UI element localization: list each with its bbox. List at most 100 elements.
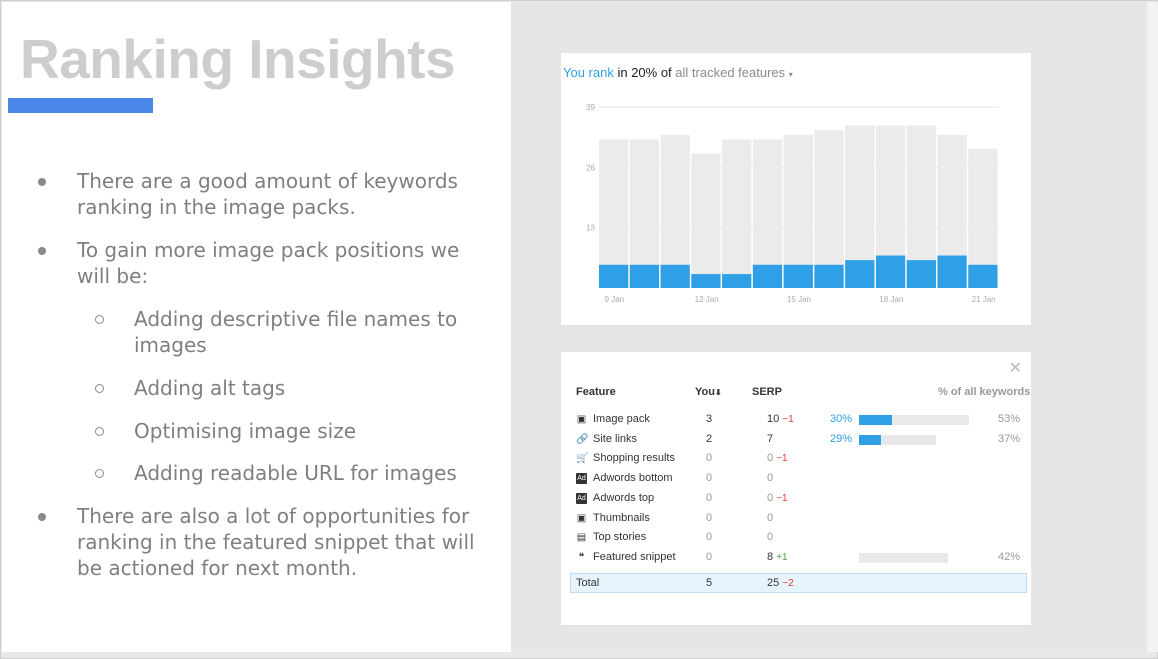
rank-bar[interactable] xyxy=(875,255,906,288)
total-you: 5 xyxy=(706,577,713,589)
rank-bar[interactable] xyxy=(629,264,660,288)
bullet-line: Optimising image size xyxy=(134,419,357,443)
rank-bar[interactable] xyxy=(845,260,875,288)
total-bar[interactable] xyxy=(783,134,813,288)
feature-name[interactable]: Adwords bottom xyxy=(593,472,673,485)
total-bar[interactable] xyxy=(722,139,752,288)
sub-bullet-text: Adding alt tags xyxy=(134,375,285,401)
column-header-you[interactable]: You⬇ xyxy=(695,386,722,398)
serp-count: 8 xyxy=(767,550,774,563)
bullet-dot xyxy=(38,513,46,521)
you-value: 3 xyxy=(706,413,713,425)
rank-bar[interactable] xyxy=(937,255,967,288)
total-bar[interactable] xyxy=(752,139,783,288)
keyword-share-fill xyxy=(859,415,892,425)
quote-icon: ❝ xyxy=(578,551,585,563)
x-tick-label: 21 Jan xyxy=(972,295,996,304)
bullet-line: ranking in the featured snippet that wil… xyxy=(77,530,475,554)
feature-name[interactable]: Image pack xyxy=(593,413,650,425)
bullet-dot xyxy=(38,178,46,186)
serp-delta: −1 xyxy=(776,453,788,465)
bullet-line: To gain more image pack positions we xyxy=(77,238,460,262)
serp-delta: −1 xyxy=(782,414,794,425)
serp-value: 0 xyxy=(767,531,773,543)
serp-count: 10 xyxy=(767,413,780,425)
you-value: 0 xyxy=(706,452,713,465)
serp-value: 0 xyxy=(767,512,773,524)
feature-name[interactable]: Thumbnails xyxy=(593,511,650,524)
chevron-down-icon[interactable]: ▾ xyxy=(788,70,793,79)
bullet-line: There are also a lot of opportunities fo… xyxy=(77,504,470,528)
column-header-feature[interactable]: Feature xyxy=(576,386,616,398)
bullet-text: There are a good amount of keywords ranki… xyxy=(77,168,458,220)
column-header-percent-keywords[interactable]: % of all keywords xyxy=(938,386,1031,398)
serp-value: 10 −1 xyxy=(767,413,794,425)
total-serp-value: 25 xyxy=(767,577,780,589)
rank-bar[interactable] xyxy=(968,264,998,288)
slide-edge xyxy=(1147,2,1158,652)
bar-chart: 13 26 39 9 Jan 12 Jan 15 Jan 18 Jan 21 Jan xyxy=(586,103,999,304)
total-bar[interactable] xyxy=(629,139,660,288)
sub-bullet-text: Optimising image size xyxy=(134,418,356,444)
rank-bar[interactable] xyxy=(814,264,844,288)
keyword-share-fill xyxy=(859,434,881,445)
rank-bar[interactable] xyxy=(660,264,690,288)
feature-name[interactable]: Shopping results xyxy=(593,452,675,465)
y-tick-label: 26 xyxy=(586,163,595,172)
total-serp-delta: −2 xyxy=(782,578,794,589)
total-bar[interactable] xyxy=(968,148,998,288)
bullet-text: To gain more image pack positions we will… xyxy=(77,237,459,289)
rank-bar[interactable] xyxy=(722,274,752,288)
rank-bar[interactable] xyxy=(783,264,813,288)
serp-features-table: ✕ Feature You⬇ SERP % of all keywords To… xyxy=(561,352,1031,625)
you-value: 0 xyxy=(706,472,713,485)
feature-scope-dropdown[interactable]: all tracked features xyxy=(675,65,786,80)
total-bar[interactable] xyxy=(814,130,844,288)
bullet-text: There are also a lot of opportunities fo… xyxy=(77,503,475,581)
sub-bullet-ring xyxy=(95,427,104,436)
feature-name[interactable]: Adwords top xyxy=(593,491,655,504)
chart-card-shadow xyxy=(561,325,1031,327)
close-icon[interactable]: ✕ xyxy=(1008,360,1022,377)
bullet-line: be actioned for next month. xyxy=(77,556,358,580)
bullet-line: Adding readable URL for images xyxy=(134,461,457,485)
feature-name[interactable]: Top stories xyxy=(593,531,647,544)
serp-delta: −1 xyxy=(776,492,788,504)
bullet-line: Adding descriptive file names to xyxy=(134,307,458,331)
percent-all-keywords: 37% xyxy=(998,432,1021,445)
rank-bar[interactable] xyxy=(691,274,721,288)
total-bar[interactable] xyxy=(599,139,629,288)
x-tick-label: 9 Jan xyxy=(605,295,625,304)
total-label: Total xyxy=(576,577,600,589)
rank-bar[interactable] xyxy=(906,260,936,288)
y-tick-label: 13 xyxy=(586,224,595,233)
column-header-serp[interactable]: SERP xyxy=(752,386,782,398)
rank-bar[interactable] xyxy=(752,264,783,288)
keyword-share-bar xyxy=(859,434,936,445)
rank-bar[interactable] xyxy=(599,264,629,288)
you-value: 2 xyxy=(706,432,713,445)
bullet-list: There are a good amount of keywords ranki… xyxy=(1,1,510,651)
serp-count: 0 xyxy=(767,452,774,465)
you-value: 0 xyxy=(706,550,713,563)
bullet-line: Adding alt tags xyxy=(134,376,286,400)
you-value: 0 xyxy=(706,531,713,544)
feature-name[interactable]: Site links xyxy=(593,432,638,445)
bullet-line: There are a good amount of keywords xyxy=(77,169,458,193)
serp-delta: +1 xyxy=(776,551,788,563)
keyword-share-bar xyxy=(859,415,969,425)
chart-header[interactable]: You rank in 20% of all tracked features … xyxy=(563,65,793,80)
image-pack-icon: ▣ xyxy=(576,414,587,425)
total-bar[interactable] xyxy=(660,134,690,288)
you-rank-label: You rank xyxy=(563,65,614,80)
percent-all-keywords: 53% xyxy=(998,413,1021,425)
news-icon: ▤ xyxy=(576,532,587,544)
rank-percentage: in 20% of xyxy=(617,65,672,80)
you-value: 0 xyxy=(706,491,713,504)
total-bar[interactable] xyxy=(691,153,721,288)
cart-icon: 🛒 xyxy=(576,453,589,465)
link-icon: 🔗 xyxy=(576,433,589,445)
total-row xyxy=(570,573,1027,593)
feature-name[interactable]: Featured snippet xyxy=(593,550,676,563)
sub-bullet-text: Adding descriptive file names to images xyxy=(134,306,457,358)
